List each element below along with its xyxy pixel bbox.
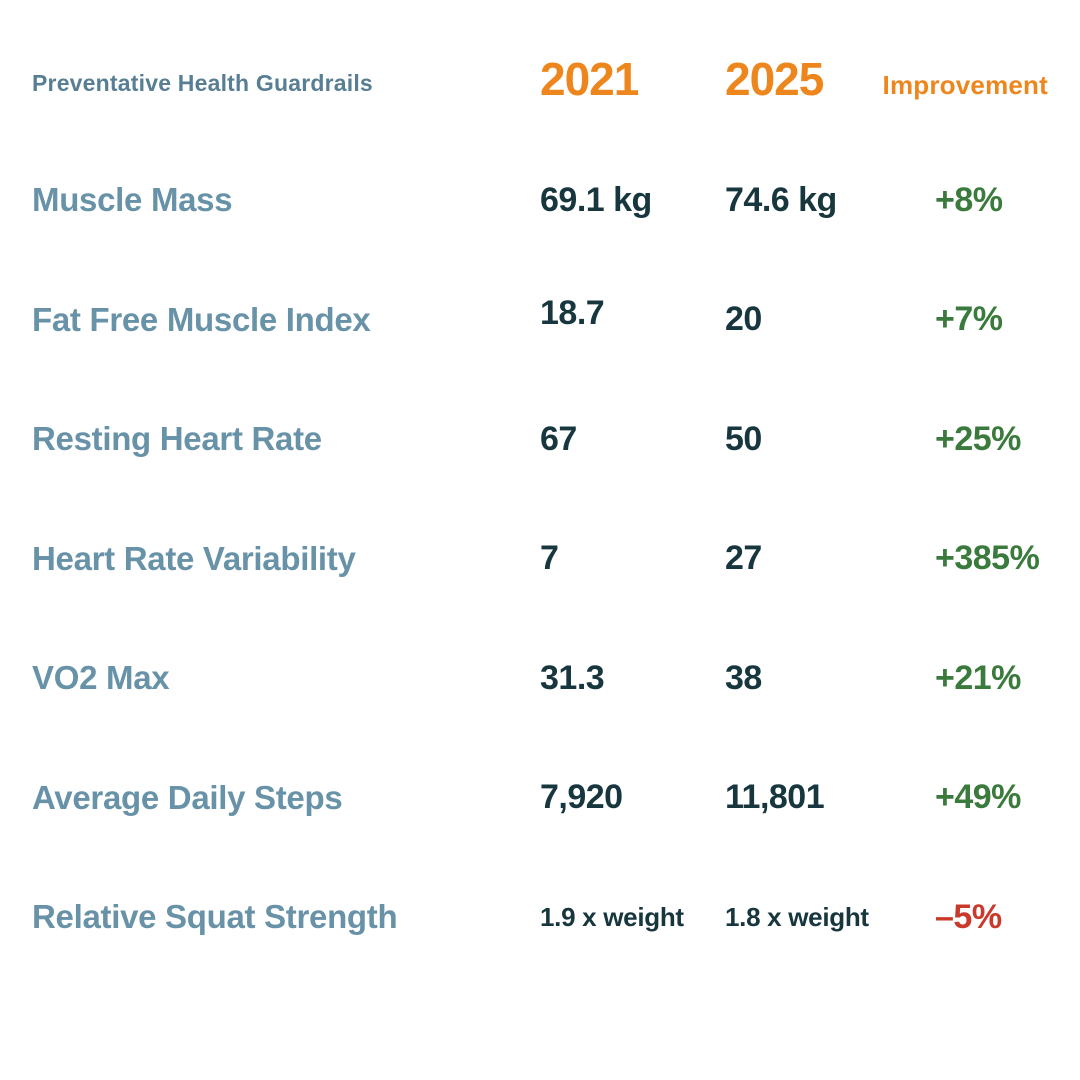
table-header: Preventative Health Guardrails 2021 2025… [0, 0, 1080, 140]
value-2025: 74.6 kg [725, 180, 837, 219]
value-2021: 69.1 kg [540, 180, 652, 219]
metric-label: Heart Rate Variability [32, 539, 356, 577]
page-title: Preventative Health Guardrails [32, 70, 373, 96]
value-2021: 7 [540, 539, 559, 578]
metric-label: Muscle Mass [32, 181, 233, 219]
column-header-2021: 2021 [540, 53, 639, 105]
value-2021: 18.7 [540, 294, 605, 333]
value-2021: 7,920 [540, 778, 623, 817]
metric-label: Relative Squat Strength [32, 898, 398, 936]
table-row-vo2-max: VO2 Max 31.3 38 +21% [0, 618, 1080, 738]
improvement-value: +21% [935, 658, 1021, 697]
improvement-value: +49% [935, 778, 1021, 817]
improvement-value: –5% [935, 897, 1002, 936]
table-row-relative-squat-strength: Relative Squat Strength 1.9 x weight 1.8… [0, 857, 1080, 977]
metric-label: Average Daily Steps [32, 778, 343, 816]
metric-label: VO2 Max [32, 659, 170, 697]
improvement-value: +7% [935, 300, 1003, 339]
column-header-2025: 2025 [725, 53, 824, 105]
improvement-value: +385% [935, 539, 1040, 578]
table-row-fat-free-muscle-index: Fat Free Muscle Index 18.7 20 +7% [0, 260, 1080, 380]
table-row-muscle-mass: Muscle Mass 69.1 kg 74.6 kg +8% [0, 140, 1080, 260]
value-2025: 20 [725, 300, 762, 339]
table-row-average-daily-steps: Average Daily Steps 7,920 11,801 +49% [0, 738, 1080, 858]
value-2021: 67 [540, 419, 577, 458]
value-2025: 50 [725, 419, 762, 458]
value-2025: 38 [725, 658, 762, 697]
table-row-resting-heart-rate: Resting Heart Rate 67 50 +25% [0, 379, 1080, 499]
metric-label: Fat Free Muscle Index [32, 300, 371, 338]
value-2021: 31.3 [540, 658, 605, 697]
improvement-value: +25% [935, 419, 1021, 458]
metrics-table: Muscle Mass 69.1 kg 74.6 kg +8% Fat Free… [0, 140, 1080, 977]
value-2021: 1.9 x weight [540, 901, 684, 932]
value-2025: 27 [725, 539, 762, 578]
value-2025: 11,801 [725, 778, 825, 817]
metric-label: Resting Heart Rate [32, 420, 322, 458]
improvement-value: +8% [935, 180, 1003, 219]
column-header-improvement: Improvement [882, 70, 1048, 100]
value-2025: 1.8 x weight [725, 901, 869, 932]
table-row-heart-rate-variability: Heart Rate Variability 7 27 +385% [0, 499, 1080, 619]
